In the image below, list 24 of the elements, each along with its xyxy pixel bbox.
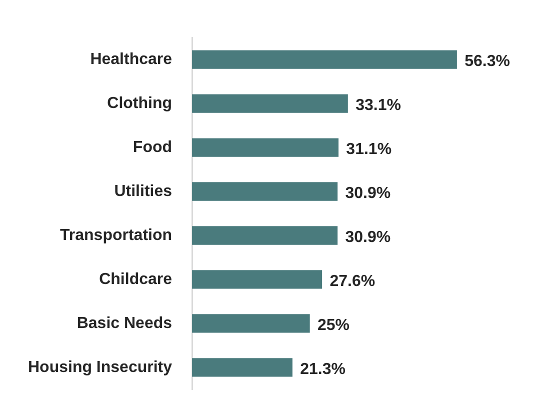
y-tick-label: Food xyxy=(132,138,172,156)
y-tick-label: Childcare xyxy=(99,270,172,288)
data-label: 33.1% xyxy=(356,96,401,114)
bar xyxy=(192,182,338,201)
y-tick-label: Utilities xyxy=(114,182,172,200)
data-label: 30.9% xyxy=(345,184,391,202)
data-label: 31.1% xyxy=(346,140,392,158)
data-label: 25% xyxy=(318,316,350,334)
bar xyxy=(192,226,338,245)
y-tick-label: Housing Insecurity xyxy=(28,358,172,376)
y-tick-label: Basic Needs xyxy=(76,314,172,332)
data-label: 27.6% xyxy=(330,272,376,290)
y-tick-label: Healthcare xyxy=(90,50,172,68)
y-tick-label: Transportation xyxy=(60,226,172,244)
bar xyxy=(192,314,310,333)
bar xyxy=(192,50,457,69)
bar xyxy=(192,138,339,157)
bar xyxy=(192,94,348,113)
bar xyxy=(192,270,322,289)
data-label: 30.9% xyxy=(345,228,391,246)
bar xyxy=(192,358,292,377)
data-label: 56.3% xyxy=(464,52,510,70)
y-tick-label: Clothing xyxy=(107,94,172,112)
data-label: 21.3% xyxy=(300,360,346,378)
